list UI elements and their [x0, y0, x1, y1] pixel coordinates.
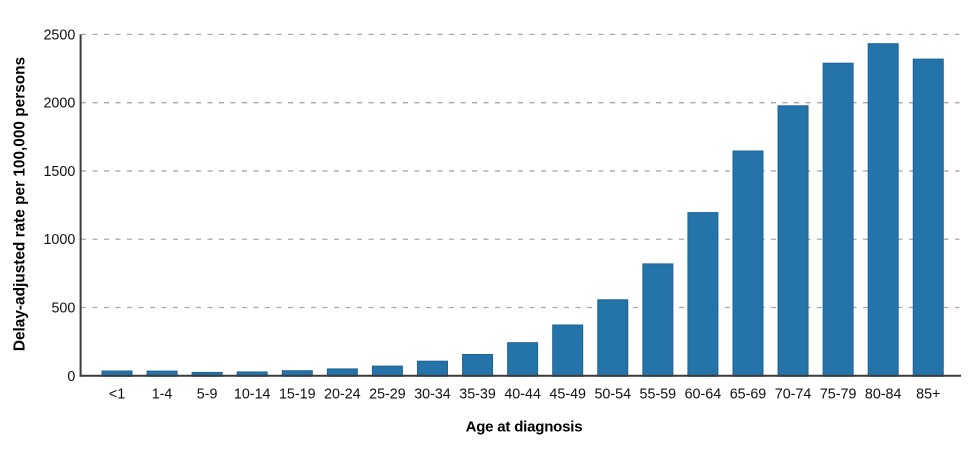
svg-text:30-34: 30-34	[414, 386, 451, 402]
svg-text:35-39: 35-39	[459, 386, 496, 402]
svg-text:20-24: 20-24	[324, 386, 361, 402]
svg-text:65-69: 65-69	[730, 386, 767, 402]
svg-text:<1: <1	[109, 386, 125, 402]
svg-text:1-4: 1-4	[152, 386, 173, 402]
svg-text:85+: 85+	[916, 386, 940, 402]
svg-text:70-74: 70-74	[775, 386, 812, 402]
svg-text:45-49: 45-49	[549, 386, 586, 402]
svg-text:500: 500	[51, 301, 75, 317]
svg-text:75-79: 75-79	[820, 386, 857, 402]
svg-text:Age at diagnosis: Age at diagnosis	[466, 419, 583, 436]
svg-text:60-64: 60-64	[685, 386, 722, 402]
svg-text:2000: 2000	[43, 96, 75, 112]
svg-text:5-9: 5-9	[197, 386, 218, 402]
svg-text:55-59: 55-59	[640, 386, 677, 402]
svg-text:15-19: 15-19	[279, 386, 316, 402]
svg-text:0: 0	[67, 369, 75, 385]
svg-text:50-54: 50-54	[594, 386, 631, 402]
svg-text:25-29: 25-29	[369, 386, 406, 402]
svg-text:1500: 1500	[43, 164, 75, 180]
svg-text:40-44: 40-44	[504, 386, 541, 402]
svg-text:Delay-adjusted rate per 100,00: Delay-adjusted rate per 100,000 persons	[12, 57, 29, 351]
svg-text:80-84: 80-84	[865, 386, 902, 402]
svg-text:2500: 2500	[43, 27, 75, 43]
svg-text:1000: 1000	[43, 232, 75, 248]
svg-text:10-14: 10-14	[234, 386, 271, 402]
